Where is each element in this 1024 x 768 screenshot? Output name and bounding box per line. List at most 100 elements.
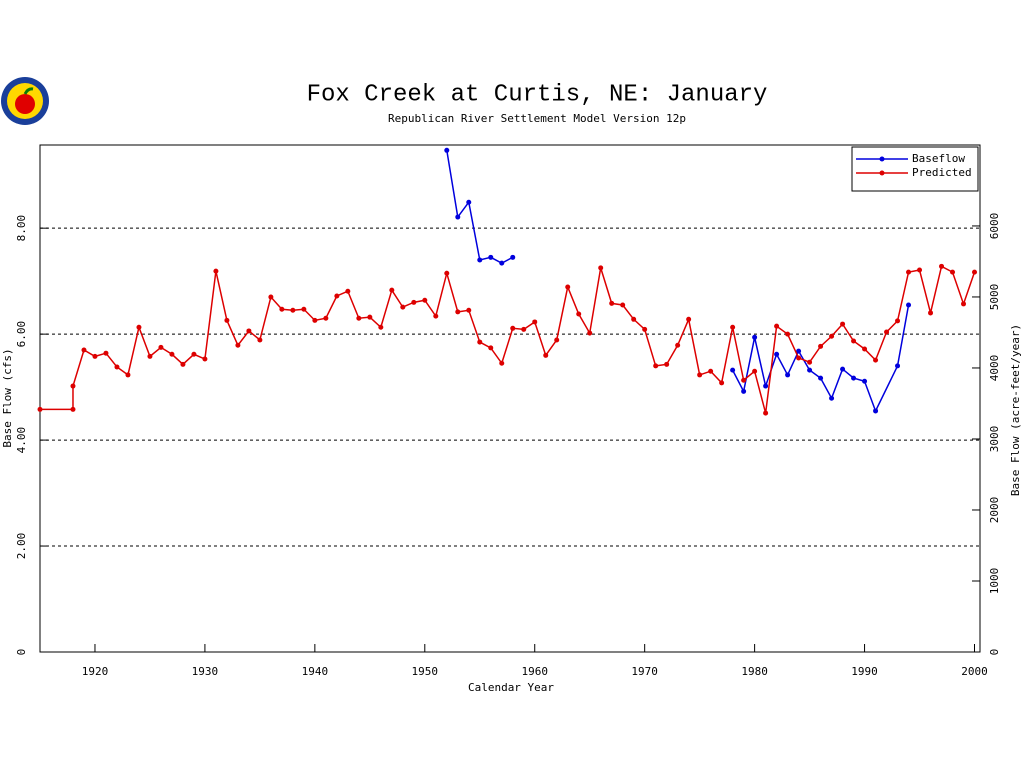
data-point	[488, 345, 494, 351]
chart-title: Fox Creek at Curtis, NE: January	[307, 81, 768, 108]
data-point	[400, 304, 406, 310]
data-point	[664, 361, 670, 367]
data-point	[950, 269, 956, 275]
x-tick-label: 1980	[741, 665, 768, 678]
legend-label: Baseflow	[912, 152, 965, 165]
legend-box	[851, 146, 979, 192]
data-point	[829, 333, 835, 339]
data-point	[345, 288, 351, 294]
legend-marker	[879, 156, 885, 162]
data-point	[961, 301, 967, 307]
legend-marker	[879, 170, 885, 176]
data-point	[466, 199, 472, 205]
data-point	[224, 317, 230, 323]
data-point	[356, 315, 362, 321]
y-axis-label: Base Flow (cfs)	[1, 348, 14, 447]
x-tick-label: 1930	[192, 665, 219, 678]
data-point	[180, 361, 186, 367]
y-tick-label: 4.00	[15, 427, 28, 454]
data-point	[906, 269, 912, 275]
data-point	[796, 348, 802, 354]
y2-tick-label: 1000	[988, 568, 1001, 595]
data-point	[103, 350, 109, 356]
x-tick-label: 1950	[412, 665, 439, 678]
data-point	[818, 343, 824, 349]
data-point	[631, 316, 637, 322]
data-point	[213, 268, 219, 274]
x-tick-label: 1920	[82, 665, 109, 678]
x-tick-label: 1990	[851, 665, 878, 678]
x-tick-label: 1970	[631, 665, 658, 678]
data-point	[928, 310, 934, 316]
chart-subtitle: Republican River Settlement Model Versio…	[388, 112, 686, 125]
data-point	[763, 410, 769, 416]
data-point	[807, 359, 813, 365]
data-point	[730, 324, 736, 330]
data-point	[81, 347, 87, 353]
data-point	[785, 331, 791, 337]
data-point	[829, 395, 835, 401]
data-point	[741, 388, 747, 394]
data-point	[840, 366, 846, 372]
data-point	[510, 254, 516, 260]
y2-tick-label: 5000	[988, 284, 1001, 311]
y2-tick-label: 4000	[988, 355, 1001, 382]
y2-tick-label: 3000	[988, 426, 1001, 453]
data-point	[895, 318, 901, 324]
data-point	[488, 254, 494, 260]
y-tick-label: 2.00	[15, 533, 28, 560]
data-point	[334, 293, 340, 299]
data-point	[752, 334, 758, 340]
data-point	[477, 339, 483, 345]
data-point	[114, 364, 120, 370]
data-point	[730, 367, 736, 373]
data-point	[851, 338, 857, 344]
y2-tick-label: 2000	[988, 497, 1001, 523]
data-point	[422, 297, 428, 303]
data-point	[862, 378, 868, 384]
data-point	[840, 321, 846, 327]
data-point	[554, 337, 560, 343]
data-point	[455, 309, 461, 315]
data-point	[37, 406, 43, 412]
data-point	[763, 383, 769, 389]
data-point	[92, 353, 98, 359]
data-point	[268, 294, 274, 300]
data-point	[301, 306, 307, 312]
data-point	[521, 326, 527, 332]
data-point	[246, 328, 252, 334]
data-point	[774, 351, 780, 357]
y-tick-label: 0	[15, 649, 28, 656]
legend-label: Predicted	[912, 166, 972, 179]
y2-tick-label: 6000	[988, 213, 1001, 240]
data-point	[158, 344, 164, 350]
data-point	[367, 314, 373, 320]
data-point	[862, 346, 868, 352]
data-point	[70, 406, 76, 412]
data-point	[433, 313, 439, 319]
data-point	[136, 324, 142, 330]
data-point	[202, 356, 208, 362]
data-point	[191, 351, 197, 357]
data-point	[895, 363, 901, 369]
data-point	[147, 353, 153, 359]
data-point	[312, 317, 318, 323]
data-point	[851, 375, 857, 381]
data-point	[499, 260, 505, 266]
logo-apple	[15, 94, 35, 114]
y-tick-label: 8.00	[15, 215, 28, 242]
data-point	[752, 368, 758, 374]
data-point	[444, 270, 450, 276]
data-point	[169, 351, 175, 357]
data-point	[807, 367, 813, 373]
data-point	[576, 311, 582, 317]
data-point	[609, 300, 615, 306]
data-point	[565, 284, 571, 290]
plot-frame	[39, 144, 981, 653]
data-point	[455, 214, 461, 220]
data-point	[70, 383, 76, 389]
data-point	[796, 355, 802, 361]
data-point	[279, 306, 285, 312]
data-point	[466, 307, 472, 313]
